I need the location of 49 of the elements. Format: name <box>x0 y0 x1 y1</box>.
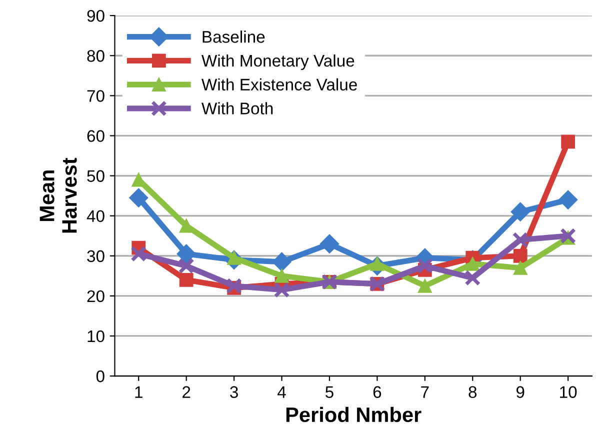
point <box>466 256 480 271</box>
point <box>558 190 578 210</box>
point <box>560 228 576 244</box>
point <box>416 258 433 274</box>
point <box>464 270 481 286</box>
point <box>513 260 528 275</box>
point <box>561 134 576 149</box>
x-tick-label: 3 <box>230 386 238 398</box>
y-tick-label: 40 <box>86 210 104 222</box>
legend-label: With Monetary Value <box>202 54 354 70</box>
legend-label: With Existence Value <box>202 78 357 91</box>
point <box>272 252 292 272</box>
legend-label: Baseline <box>202 30 265 43</box>
y-axis-title: Mean Harvest <box>40 158 77 233</box>
point <box>418 278 432 293</box>
y-tick-label: 50 <box>87 170 104 182</box>
point <box>176 244 196 264</box>
y-tick-label: 60 <box>87 130 104 142</box>
point <box>130 246 147 262</box>
x-axis-title: Period Nmber <box>286 406 422 422</box>
x-tick-label: 7 <box>421 386 429 398</box>
y-tick-label: 0 <box>96 370 104 382</box>
y-tick-label: 30 <box>87 250 104 262</box>
x-tick-label: 1 <box>135 386 142 398</box>
point <box>129 188 148 208</box>
point <box>513 248 528 263</box>
y-tick-label: 80 <box>87 50 104 62</box>
x-tick-label: 4 <box>278 386 286 398</box>
point <box>512 232 528 248</box>
point <box>274 282 290 298</box>
y-tick-label: 90 <box>87 10 104 22</box>
x-tick-label: 10 <box>560 386 577 398</box>
point <box>226 278 242 294</box>
y-tick-label: 70 <box>87 90 104 102</box>
legend-label: With Both <box>202 102 273 114</box>
point <box>320 234 340 254</box>
point <box>178 258 194 274</box>
x-tick-label: 9 <box>516 386 524 398</box>
x-tick-label: 5 <box>326 386 334 398</box>
point <box>510 202 530 222</box>
point <box>370 256 384 271</box>
point <box>274 268 289 283</box>
x-tick-label: 8 <box>468 386 477 398</box>
y-tick-label: 20 <box>87 290 104 302</box>
y-tick-label: 10 <box>88 330 104 342</box>
point <box>179 272 194 287</box>
x-tick-label: 6 <box>373 386 382 398</box>
x-tick-label: 2 <box>182 386 190 398</box>
point <box>179 218 194 233</box>
